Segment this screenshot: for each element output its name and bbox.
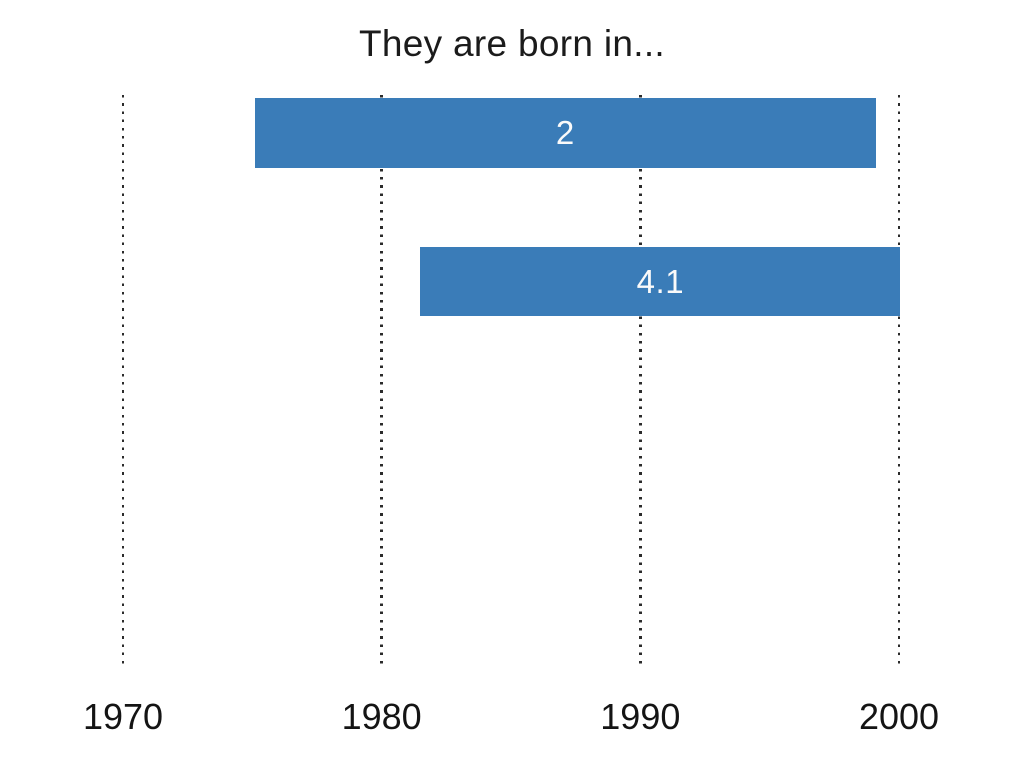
gridline-1990 (639, 95, 642, 668)
x-tick-label-1990: 1990 (600, 696, 681, 737)
range-bar-2: 4.1 (420, 247, 901, 316)
gridline-1970 (121, 95, 125, 668)
x-tick-label-1980: 1980 (341, 696, 422, 737)
bar-value-label: 4.1 (636, 262, 685, 300)
gridline-1980 (380, 95, 383, 668)
bar-value-label: 2 (555, 114, 575, 151)
range-bar-1: 2 (254, 98, 876, 168)
chart-title: They are born in... (359, 23, 665, 64)
gridline-2000 (897, 95, 901, 668)
x-tick-label-2000: 2000 (858, 696, 940, 737)
x-tick-label-1970: 1970 (82, 696, 164, 737)
